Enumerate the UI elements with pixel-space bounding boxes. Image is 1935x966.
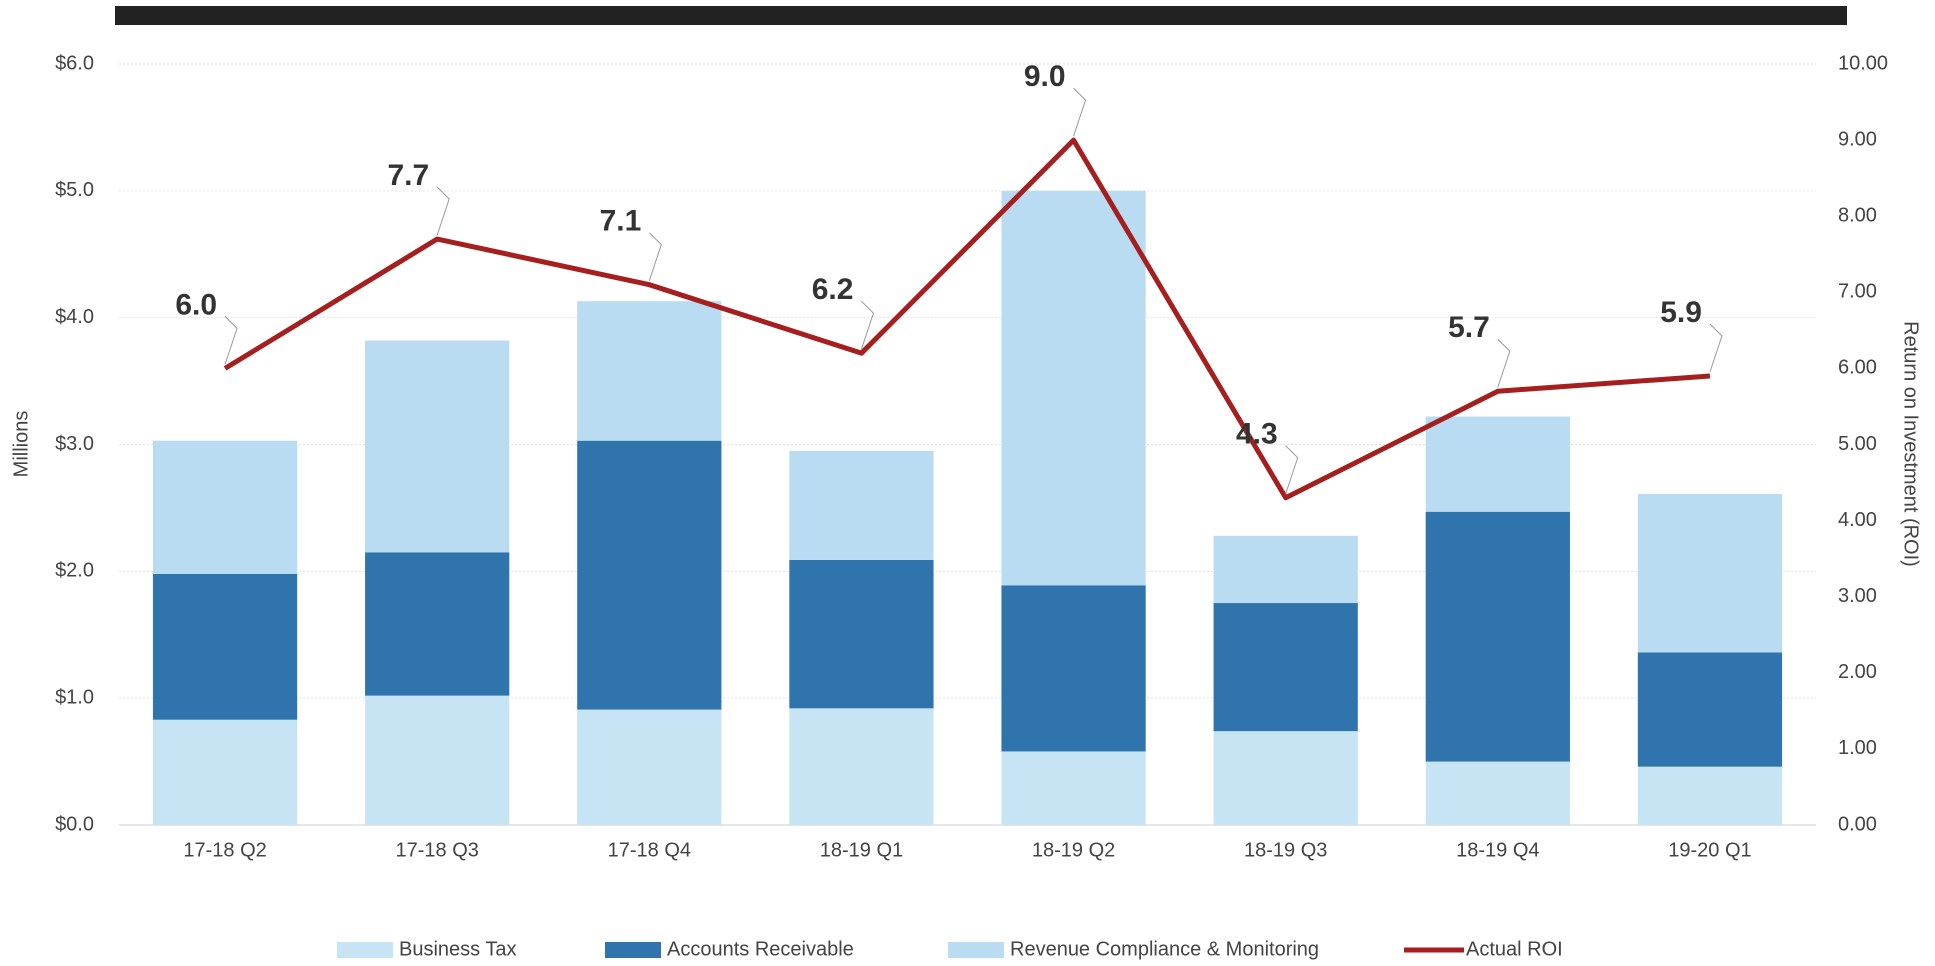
x-tick-label: 18-19 Q1 [820, 839, 903, 861]
data-label: 7.1 [600, 205, 642, 238]
bar-segment [365, 552, 510, 696]
x-tick-label: 17-18 Q4 [608, 839, 691, 861]
label-leader [648, 232, 662, 281]
bar-segment [365, 695, 510, 825]
label-leader [1709, 323, 1723, 373]
y-tick-label: $0.0 [55, 813, 94, 835]
bar-segment [152, 573, 298, 720]
label-leader [224, 316, 238, 365]
bar-segment [1425, 511, 1570, 762]
label-leader [1285, 445, 1299, 494]
x-tick-label: 18-19 Q3 [1244, 839, 1327, 861]
y-tick-label: $1.0 [55, 686, 94, 708]
bar-segment [1425, 416, 1570, 512]
y-tick-label: $3.0 [55, 433, 94, 455]
legend-label: Accounts Receivable [667, 938, 854, 960]
data-label: 9.0 [1024, 60, 1066, 93]
x-tick-label: 18-19 Q2 [1032, 839, 1115, 861]
bar-segment [1213, 603, 1358, 732]
y2-tick-label: 1.00 [1838, 737, 1877, 759]
y2-tick-label: 7.00 [1838, 281, 1877, 303]
y-tick-label: $5.0 [55, 179, 94, 201]
x-tick-label: 17-18 Q3 [395, 839, 478, 861]
legend-label: Business Tax [399, 938, 516, 960]
bar-segment [1001, 190, 1146, 586]
y2-tick-label: 4.00 [1838, 509, 1877, 531]
bar-segment [1425, 761, 1570, 825]
bar-segment [1213, 731, 1358, 825]
bar-segment [1001, 751, 1146, 825]
y2-tick-label: 5.00 [1838, 433, 1877, 455]
y-tick-label: $6.0 [55, 52, 94, 74]
legend-label: Revenue Compliance & Monitoring [1010, 938, 1319, 960]
y2-tick-label: 0.00 [1838, 813, 1877, 835]
bar-segment [789, 450, 934, 560]
legend-marker [948, 942, 1004, 958]
y-tick-label: $4.0 [55, 306, 94, 328]
y2-tick-label: 6.00 [1838, 357, 1877, 379]
legend-marker [605, 942, 661, 958]
legend-label: Actual ROI [1466, 938, 1563, 960]
legend-marker [337, 942, 393, 958]
bar-segment [1213, 535, 1358, 604]
bar-segment [1637, 493, 1783, 653]
bar-segment [789, 708, 934, 825]
bar-segment [1001, 585, 1146, 752]
label-leader [860, 300, 875, 350]
bar-segment [1637, 652, 1783, 767]
label-leader [436, 186, 450, 236]
roi-line [223, 137, 1711, 501]
bar-segment [152, 719, 298, 825]
y2-tick-label: 10.00 [1838, 52, 1888, 74]
bar-segment [577, 709, 722, 825]
bar-segment [577, 440, 722, 710]
data-label: 6.0 [175, 288, 217, 321]
y2-tick-label: 3.00 [1838, 585, 1877, 607]
data-label: 5.7 [1448, 311, 1490, 344]
y-axis-label: Millions [10, 411, 32, 478]
y2-axis-label: Return on Investment (ROI) [1900, 321, 1922, 567]
bar-segment [365, 340, 510, 553]
y2-tick-label: 2.00 [1838, 661, 1877, 683]
bar-segment [1637, 766, 1783, 825]
data-label: 5.9 [1660, 296, 1702, 329]
bar-segment [577, 301, 722, 441]
x-tick-label: 17-18 Q2 [183, 839, 266, 861]
data-label: 4.3 [1236, 418, 1278, 451]
data-label: 6.2 [812, 273, 854, 306]
label-leader [1497, 338, 1511, 388]
label-leader [1073, 87, 1087, 137]
bar-segment [789, 559, 934, 709]
x-tick-label: 19-20 Q1 [1668, 839, 1751, 861]
y2-tick-label: 8.00 [1838, 204, 1877, 226]
top-bar [115, 6, 1847, 25]
y-tick-label: $2.0 [55, 560, 94, 582]
x-tick-label: 18-19 Q4 [1456, 839, 1539, 861]
y2-tick-label: 9.00 [1838, 128, 1877, 150]
data-label: 7.7 [387, 159, 429, 192]
bar-segment [152, 440, 298, 574]
